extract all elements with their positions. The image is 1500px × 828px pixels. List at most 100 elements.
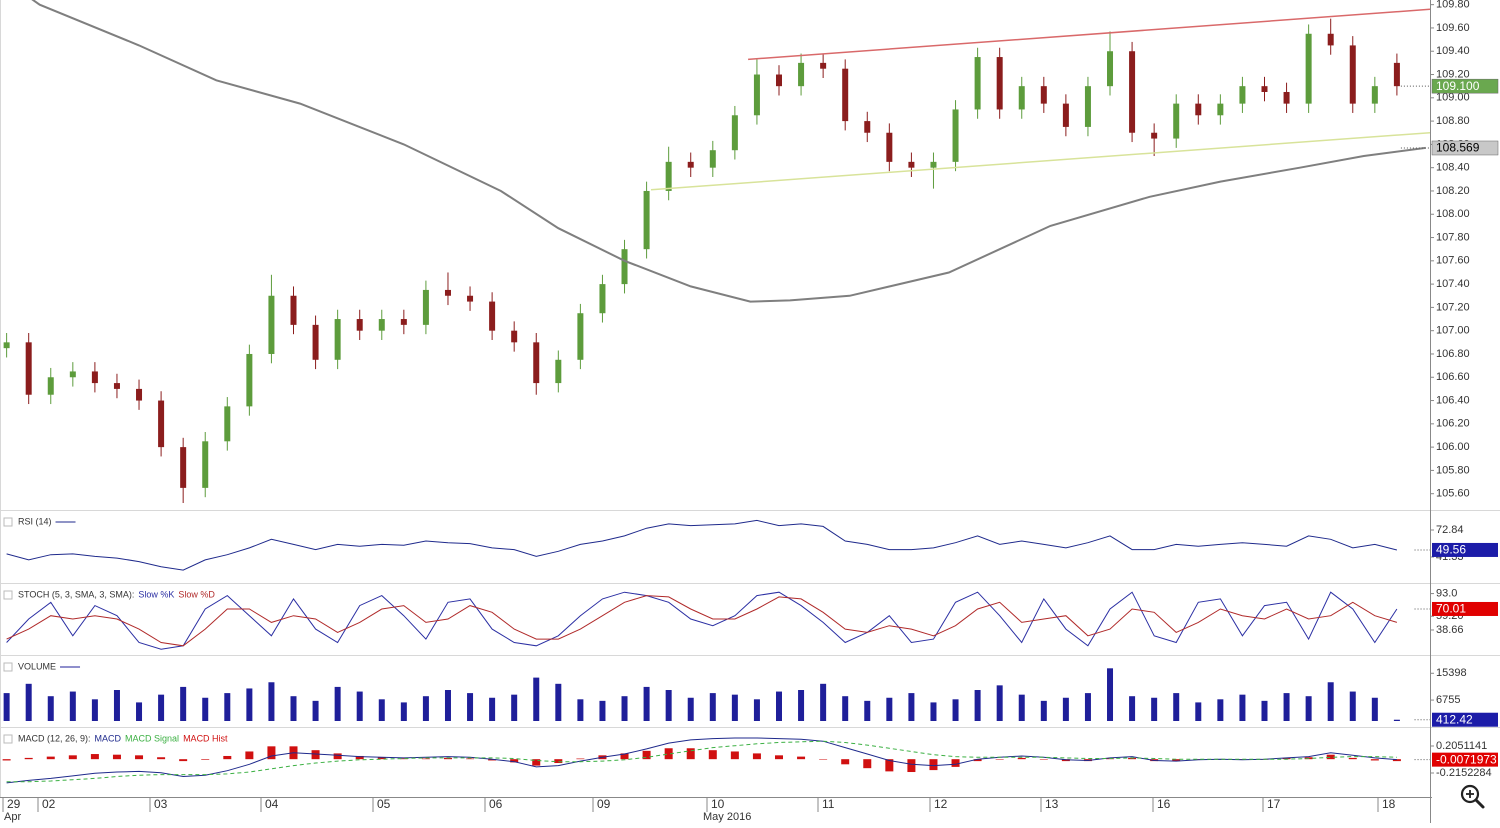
y-tick-label: 109.00 — [1436, 92, 1470, 104]
month-label: May 2016 — [703, 811, 751, 823]
y-tick-label: 15398 — [1436, 667, 1467, 679]
macd-hist-bar — [333, 753, 342, 760]
volume-bar — [1151, 697, 1158, 721]
candle-body — [69, 371, 76, 378]
volume-bar — [511, 694, 518, 721]
date-label: 10 — [711, 797, 725, 811]
date-label: 06 — [489, 797, 503, 811]
y-tick-label: 107.80 — [1436, 231, 1470, 243]
value-tag-label: 412.42 — [1436, 712, 1473, 726]
macd-hist-bar — [708, 750, 717, 760]
candle-body — [952, 109, 959, 162]
macd-hist-bar — [377, 757, 386, 760]
volume-bar — [1261, 700, 1268, 721]
price-tag-label: 109.100 — [1436, 79, 1480, 93]
y-tick-label: 105.80 — [1436, 464, 1470, 476]
volume-bar — [753, 699, 760, 721]
volume-bar — [1173, 693, 1180, 721]
volume-bar — [599, 700, 606, 721]
volume-bar — [952, 699, 959, 721]
volume-bar — [864, 700, 871, 721]
panel — [6, 591, 1398, 650]
indicator-line — [6, 595, 1398, 647]
macd-hist-bar — [642, 750, 651, 760]
macd-hist-bar — [201, 759, 210, 760]
candle-body — [886, 132, 893, 162]
candle-body — [1018, 86, 1025, 110]
macd-hist-bar — [819, 759, 828, 760]
zoom-button[interactable] — [1460, 784, 1485, 809]
candle-body — [334, 319, 341, 360]
macd-hist-bar — [24, 757, 33, 760]
candle-body — [1084, 86, 1091, 127]
panel — [2, 737, 1401, 784]
macd-hist-bar — [995, 759, 1004, 760]
value-tag-label: -0.0071973 — [1436, 752, 1497, 766]
macd-line — [6, 740, 1397, 783]
candle-body — [1173, 103, 1180, 139]
macd-hist-bar — [1039, 759, 1048, 760]
macd-hist-bar — [1392, 759, 1401, 762]
volume-bar — [1217, 699, 1224, 721]
y-tick-label: 106.20 — [1436, 418, 1470, 430]
candle-body — [1349, 45, 1356, 104]
macd-hist-bar — [797, 756, 806, 760]
candle-body — [136, 388, 143, 401]
candle-body — [3, 342, 10, 349]
volume-bar — [246, 688, 253, 721]
y-tick-label: 106.40 — [1436, 394, 1470, 406]
candle-body — [400, 319, 407, 325]
volume-bar — [467, 693, 474, 721]
trendline — [748, 8, 1430, 61]
date-label: 02 — [42, 797, 56, 811]
macd-hist-bar — [421, 758, 430, 760]
candle-body — [621, 249, 628, 285]
candle-body — [1327, 33, 1334, 46]
volume-bar — [378, 699, 385, 721]
candle-body — [665, 161, 672, 191]
volume-bar — [1040, 700, 1047, 721]
candle-body — [1062, 103, 1069, 127]
macd-hist-bar — [532, 759, 541, 766]
macd-hist-bar — [443, 757, 452, 760]
candle-body — [356, 319, 363, 331]
candle-body — [113, 383, 120, 389]
volume-bar — [1062, 697, 1069, 721]
macd-hist-bar — [554, 759, 563, 764]
macd-hist-bar — [841, 759, 850, 765]
volume-bar — [731, 694, 738, 721]
macd-hist-bar — [2, 759, 11, 761]
candle-body — [1283, 91, 1290, 104]
candle-body — [511, 330, 518, 343]
date-label: 11 — [822, 797, 835, 811]
candle-body — [47, 377, 54, 395]
candle-body — [180, 447, 187, 488]
legend: STOCH (5, 3, SMA, 3, SMA): Slow %K Slow %D — [3, 589, 215, 600]
value-tag-label: 70.01 — [1436, 602, 1466, 616]
candle-body — [467, 295, 474, 302]
macd-line — [6, 737, 1397, 784]
macd-hist-bar — [1282, 757, 1291, 760]
date-label: 17 — [1267, 797, 1281, 811]
candle-body — [1195, 103, 1202, 116]
volume-bar — [113, 690, 120, 721]
volume-bar — [974, 690, 981, 721]
macd-hist-bar — [576, 758, 585, 760]
date-label: 12 — [934, 797, 948, 811]
candle-body — [930, 161, 937, 168]
candle-body — [820, 62, 827, 69]
legend-text: Slow %K — [138, 589, 174, 599]
volume-bar — [1305, 696, 1312, 721]
volume-bar — [1018, 694, 1025, 721]
macd-hist-bar — [973, 759, 982, 762]
legend-text: MACD Signal — [125, 733, 179, 743]
candle-body — [224, 406, 231, 442]
candle-body — [422, 289, 429, 325]
volume-bar — [91, 699, 98, 721]
volume-bar — [621, 696, 628, 721]
volume-bar — [886, 697, 893, 721]
y-tick-label: 38.66 — [1436, 624, 1464, 636]
legend-text: RSI (14) — [18, 516, 52, 526]
